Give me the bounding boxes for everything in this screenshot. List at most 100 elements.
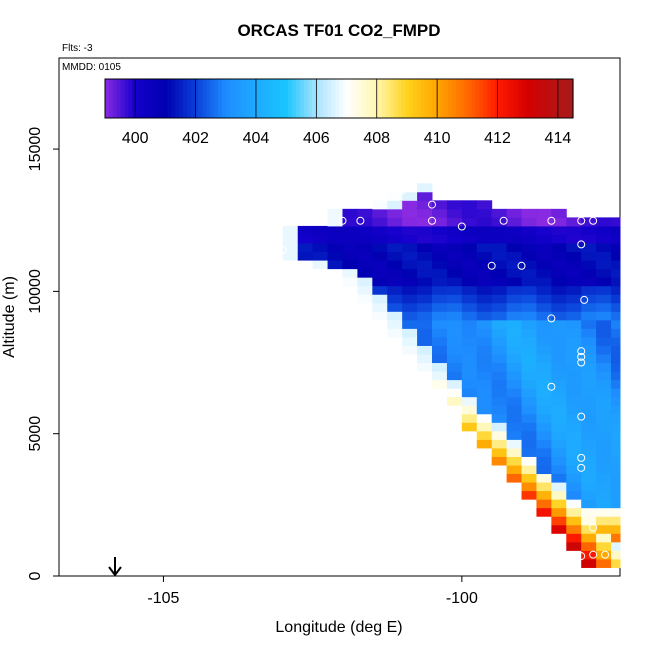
heatmap-cell xyxy=(506,439,523,449)
heatmap-cell xyxy=(596,225,612,235)
colorbar-segment xyxy=(292,79,297,118)
colorbar-segment xyxy=(124,79,129,118)
colorbar-segment xyxy=(339,79,344,118)
colorbar-segment xyxy=(424,79,430,118)
heatmap-cell xyxy=(611,490,621,500)
heatmap-cell xyxy=(566,379,582,389)
heatmap-cell xyxy=(566,507,582,517)
heatmap-cell xyxy=(417,208,433,218)
sample-point xyxy=(499,216,508,225)
heatmap-cell xyxy=(596,311,612,321)
heatmap-cell xyxy=(581,465,597,475)
heatmap-cell xyxy=(611,447,621,457)
heatmap-cell xyxy=(581,490,597,500)
heatmap-cell xyxy=(611,277,621,287)
colorbar-segment xyxy=(315,79,321,118)
heatmap-cell xyxy=(611,413,621,423)
heatmap-cell xyxy=(611,362,621,372)
colorbar-segment xyxy=(557,79,562,118)
heatmap-cell xyxy=(536,405,552,415)
colorbar-segment xyxy=(323,79,328,118)
colorbar-segment xyxy=(417,79,422,118)
heatmap-cell xyxy=(551,251,567,261)
heatmap-cell xyxy=(402,311,418,321)
data-cells xyxy=(282,183,621,568)
heatmap-cell xyxy=(536,268,552,278)
heatmap-cell xyxy=(581,516,597,526)
heatmap-cell xyxy=(372,251,388,261)
heatmap-cell xyxy=(476,413,493,423)
heatmap-cell xyxy=(611,396,621,406)
heatmap-cell xyxy=(387,260,403,270)
colorbar-segment xyxy=(522,79,527,118)
heatmap-cell xyxy=(342,251,358,261)
colorbar-tick-label: 414 xyxy=(545,130,572,147)
heatmap-cell xyxy=(432,294,448,304)
heatmap-cell xyxy=(506,388,523,398)
heatmap-cell xyxy=(476,354,493,364)
heatmap-cell xyxy=(581,558,597,568)
heatmap-cell xyxy=(551,302,567,312)
y-tick-label: 15000 xyxy=(27,127,44,172)
heatmap-cell xyxy=(536,277,552,287)
heatmap-cell xyxy=(506,473,523,483)
heatmap-cell xyxy=(506,225,523,235)
heatmap-cell xyxy=(566,465,582,475)
heatmap-cell xyxy=(446,388,463,398)
heatmap-cell xyxy=(521,482,537,492)
sample-point xyxy=(547,382,556,391)
heatmap-cell xyxy=(611,302,621,312)
heatmap-cell xyxy=(387,277,403,287)
colorbar-segment xyxy=(202,79,207,118)
colorbar-segment xyxy=(385,79,391,118)
colorbar-segment xyxy=(405,79,410,118)
colorbar-segment xyxy=(116,79,122,118)
sample-point xyxy=(547,314,556,323)
colorbar-segment xyxy=(393,79,399,118)
heatmap-cell xyxy=(476,217,493,227)
heatmap-cell xyxy=(551,328,567,338)
heatmap-cell xyxy=(596,260,612,270)
heatmap-cell xyxy=(446,285,463,295)
heatmap-cell xyxy=(506,285,523,295)
colorbar-segment xyxy=(448,79,453,118)
heatmap-cell xyxy=(402,285,418,295)
heatmap-cell xyxy=(596,490,612,500)
heatmap-cell xyxy=(461,319,478,329)
heatmap-cell xyxy=(506,217,523,227)
heatmap-cell xyxy=(491,294,508,304)
heatmap-cell xyxy=(566,473,582,483)
heatmap-cell xyxy=(581,354,597,364)
heatmap-cell xyxy=(536,302,552,312)
heatmap-cell xyxy=(551,490,567,500)
heatmap-cell xyxy=(521,251,537,261)
heatmap-cell xyxy=(521,277,537,287)
heatmap-cell xyxy=(521,285,537,295)
heatmap-cell xyxy=(476,336,493,346)
heatmap-cell xyxy=(596,234,612,244)
heatmap-cell xyxy=(581,456,597,466)
heatmap-cell xyxy=(432,243,448,253)
heatmap-cell xyxy=(461,396,478,406)
heatmap-cell xyxy=(402,200,418,210)
colorbar-segment xyxy=(183,79,188,118)
heatmap-cell xyxy=(387,251,403,261)
colorbar-segment xyxy=(335,79,340,118)
heatmap-cell xyxy=(521,302,537,312)
heatmap-cell xyxy=(521,260,537,270)
colorbar-segment xyxy=(140,79,145,118)
heatmap-cell xyxy=(417,183,433,193)
heatmap-cell xyxy=(611,524,621,534)
x-tick-label: -100 xyxy=(446,590,478,607)
heatmap-cell xyxy=(536,388,552,398)
heatmap-cell xyxy=(402,328,418,338)
heatmap-cell xyxy=(327,217,343,227)
heatmap-cell xyxy=(521,405,537,415)
heatmap-cell xyxy=(327,260,343,270)
colorbar-segment xyxy=(284,79,289,118)
heatmap-cell xyxy=(476,277,493,287)
heatmap-cell xyxy=(446,302,463,312)
colorbar-segment xyxy=(151,79,157,118)
colorbar-segment xyxy=(319,79,324,118)
heatmap-cell xyxy=(312,234,329,244)
